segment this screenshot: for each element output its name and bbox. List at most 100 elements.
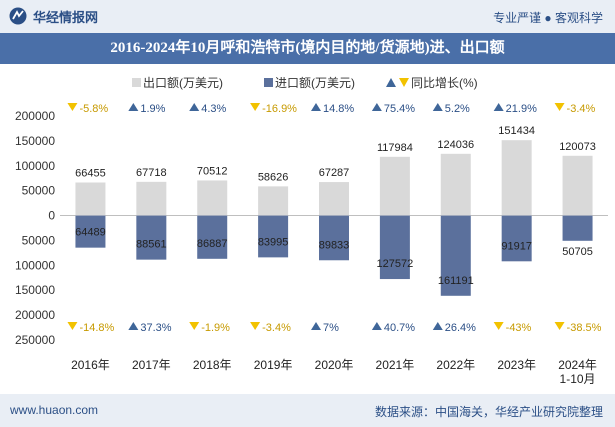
import-growth-label-text: 40.7%	[384, 322, 415, 334]
export-growth-label: -3.4%	[554, 103, 596, 115]
down-triangle-icon	[493, 322, 504, 330]
export-value-label: 151434	[498, 125, 535, 137]
export-growth-label-text: -3.4%	[567, 103, 596, 115]
export-bar	[501, 140, 532, 216]
up-triangle-icon	[311, 322, 321, 330]
export-growth-label: 4.3%	[189, 103, 227, 115]
import-growth-label-text: -38.5%	[567, 322, 602, 334]
bar-chart: 出口额(万美元) 进口额(万美元) 同比增长(%) 200000 150000 10000…	[15, 76, 608, 386]
category-label: 2019年	[254, 358, 293, 372]
export-growth-label-text: 5.2%	[445, 103, 470, 115]
legend-import-swatch	[264, 78, 273, 87]
export-growth-label: -16.9%	[250, 103, 297, 115]
import-growth-label: 37.3%	[128, 322, 172, 334]
category-label: 2020年	[315, 358, 354, 372]
import-growth-label-text: -14.8%	[79, 322, 114, 334]
import-value-label: 161191	[438, 275, 474, 287]
import-value-label: 91917	[501, 240, 532, 252]
down-triangle-icon	[67, 103, 78, 111]
up-triangle-icon	[128, 103, 139, 111]
category-label: 1-10月	[560, 372, 596, 386]
import-value-label: 64489	[75, 227, 106, 239]
export-bar	[197, 180, 228, 216]
legend-growth-label: 同比增长(%)	[411, 76, 478, 90]
y-tick-label: 100000	[15, 159, 55, 173]
y-tick-label: 50000	[22, 184, 56, 198]
export-bar	[258, 186, 289, 216]
export-bar	[136, 181, 167, 216]
import-growth-label: 7%	[311, 322, 339, 334]
down-triangle-icon	[189, 322, 200, 330]
import-bar	[379, 215, 410, 280]
import-bar	[258, 215, 289, 258]
import-growth-label: -14.8%	[67, 322, 115, 334]
y-tick-label: 200000	[15, 308, 55, 322]
top-header-bar: 华经情报网 专业严谨 ● 客观科学	[0, 0, 615, 33]
category-label: 2024年	[558, 358, 597, 372]
website-link[interactable]: www.huaon.com	[10, 403, 99, 417]
export-growth-label-text: -5.8%	[79, 103, 108, 115]
y-tick-label: 150000	[15, 134, 55, 148]
category-label: 2021年	[376, 358, 415, 372]
export-bar	[319, 182, 349, 216]
import-growth-label-text: -1.9%	[201, 322, 230, 334]
export-growth-label: 21.9%	[493, 103, 537, 115]
y-tick-label: 50000	[22, 233, 56, 247]
category-label: 2023年	[497, 358, 536, 372]
import-value-label: 88561	[136, 239, 167, 251]
legend-down-triangle-icon	[399, 78, 409, 87]
up-triangle-icon	[432, 103, 443, 111]
export-bar	[379, 156, 410, 216]
brand-name: 华经情报网	[33, 9, 99, 25]
export-value-label: 117984	[377, 142, 413, 154]
import-value-label: 127572	[377, 258, 414, 270]
export-value-label: 67287	[319, 167, 350, 179]
export-bar	[75, 182, 106, 216]
export-value-label: 66455	[75, 167, 106, 179]
up-triangle-icon	[493, 103, 504, 111]
up-triangle-icon	[371, 322, 382, 330]
import-value-label: 86887	[197, 238, 228, 250]
export-growth-label: 75.4%	[371, 103, 415, 115]
y-tick-label: 100000	[15, 258, 55, 272]
y-tick-label: 0	[48, 209, 55, 223]
import-value-label: 83995	[258, 236, 289, 248]
category-label: 2016年	[71, 358, 110, 372]
export-growth-label-text: 21.9%	[506, 103, 537, 115]
brand: 华经情报网	[9, 6, 98, 26]
import-growth-label: 40.7%	[371, 322, 415, 334]
category-label: 2022年	[436, 358, 475, 372]
legend-export-label: 出口额(万美元)	[143, 76, 223, 90]
import-bar	[319, 215, 349, 261]
up-triangle-icon	[189, 103, 200, 111]
legend	[132, 78, 409, 87]
export-growth-label-text: 75.4%	[384, 103, 415, 115]
export-growth-label: 1.9%	[128, 103, 166, 115]
import-value-label: 50705	[562, 246, 593, 258]
export-value-label: 58626	[258, 171, 289, 183]
data-source: 数据来源：中国海关，华经产业研究院整理	[374, 405, 603, 419]
import-growth-label-text: 37.3%	[140, 322, 171, 334]
export-bar	[440, 153, 471, 216]
export-growth-label: 5.2%	[432, 103, 470, 115]
up-triangle-icon	[371, 103, 382, 111]
tagline: 专业严谨 ● 客观科学	[493, 11, 603, 25]
category-label: 2017年	[132, 358, 171, 372]
import-growth-label-text: 7%	[323, 322, 339, 334]
export-value-label: 70512	[197, 165, 228, 177]
category-label: 2018年	[193, 358, 232, 372]
import-growth-label: 26.4%	[432, 322, 476, 334]
down-triangle-icon	[67, 322, 78, 330]
import-bar	[197, 215, 228, 259]
export-growth-label-text: -16.9%	[262, 103, 297, 115]
down-triangle-icon	[554, 322, 565, 330]
up-triangle-icon	[128, 322, 139, 330]
legend-up-triangle-icon	[386, 78, 396, 87]
export-value-label: 67718	[136, 167, 167, 179]
import-bar	[440, 215, 471, 296]
export-value-label: 124036	[437, 139, 474, 151]
legend-import-label: 进口额(万美元)	[275, 76, 355, 90]
up-triangle-icon	[432, 322, 443, 330]
import-growth-label: -43%	[493, 322, 532, 334]
import-bar	[501, 215, 532, 262]
